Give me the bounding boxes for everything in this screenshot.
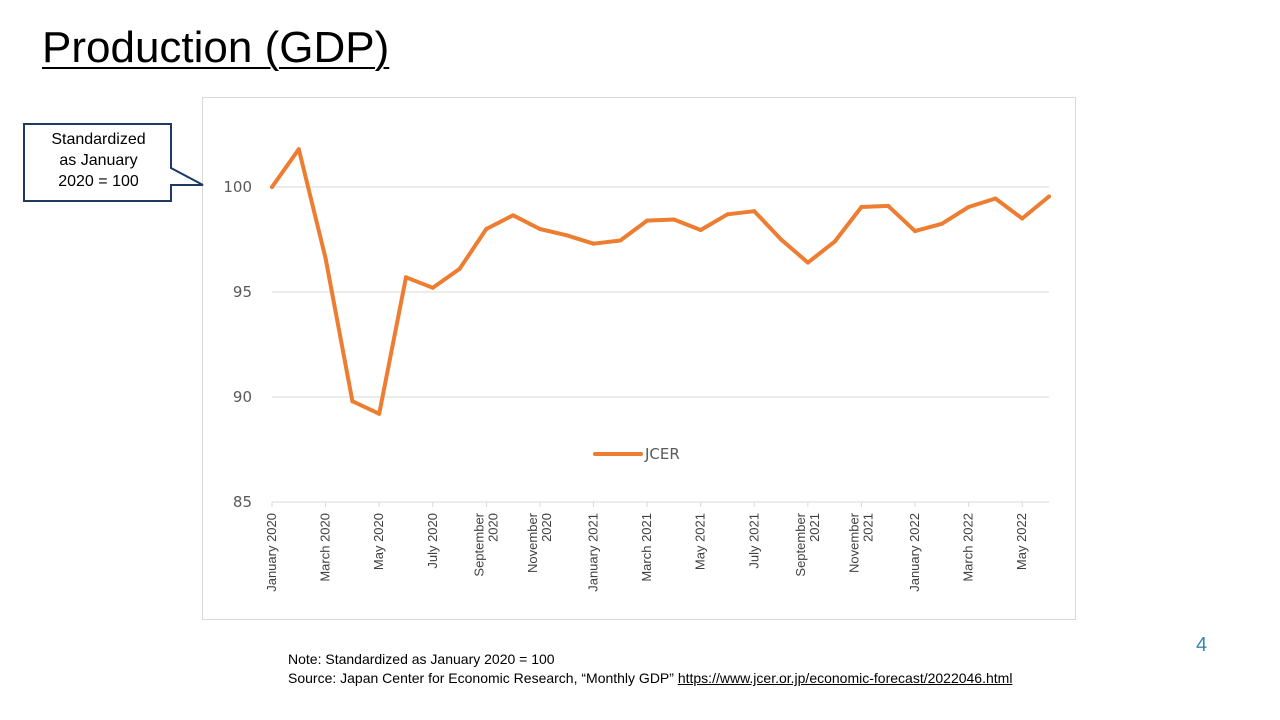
data-point (484, 227, 489, 231)
callout-text: Standardized as January 2020 = 100 (51, 131, 146, 190)
y-tick-label-85: 85 (233, 493, 252, 511)
data-point (377, 411, 382, 416)
notes-block: Note: Standardized as January 2020 = 100… (288, 650, 1012, 688)
y-tick-label-90: 90 (233, 388, 252, 406)
data-point (457, 266, 462, 271)
x-tick-label: January 2020 (264, 513, 279, 592)
data-point (913, 229, 918, 234)
data-point (966, 204, 971, 209)
callout-box (23, 123, 204, 202)
data-point (725, 212, 730, 217)
callout-shape (23, 123, 204, 202)
x-tick-label: March 2020 (318, 513, 333, 582)
data-point (859, 204, 864, 209)
note-text: Note: Standardized as January 2020 = 100 (288, 651, 555, 667)
source-line: Source: Japan Center for Economic Resear… (288, 669, 1012, 688)
page-number: 4 (1196, 634, 1208, 656)
x-tick-label: March 2022 (961, 513, 976, 582)
data-point (1047, 194, 1051, 199)
data-point (1020, 216, 1025, 221)
y-tick-label-100: 100 (223, 178, 252, 196)
data-point (618, 238, 623, 243)
data-point (270, 185, 274, 189)
data-point (350, 399, 355, 404)
data-point (698, 228, 703, 233)
data-point (993, 196, 998, 201)
x-tick-label: November2021 (846, 512, 875, 573)
data-point (564, 233, 569, 238)
x-tick-label: July 2020 (425, 513, 440, 569)
data-point (805, 260, 810, 265)
chart-frame (202, 97, 1076, 620)
x-tick-label: September2020 (471, 512, 500, 576)
source-text: Source: Japan Center for Economic Resear… (288, 670, 678, 686)
x-tick-label: January 2021 (586, 513, 601, 592)
data-point (832, 239, 837, 244)
series-line-jcer (270, 147, 1051, 416)
y-tick-label-95: 95 (233, 283, 252, 301)
data-point (645, 218, 650, 223)
x-tick-label: September2021 (793, 512, 822, 576)
x-tick-label: March 2021 (639, 513, 654, 582)
x-tick-label: May 2021 (693, 513, 708, 570)
data-point (939, 221, 944, 226)
x-tick-label: January 2022 (907, 513, 922, 592)
data-point (403, 275, 408, 280)
slide-title: Production (GDP) (42, 23, 390, 72)
x-tick-label: May 2022 (1014, 513, 1029, 570)
x-tick-label: July 2021 (746, 513, 761, 569)
data-point (537, 227, 542, 231)
data-point (430, 285, 435, 290)
data-point (296, 147, 301, 152)
data-point (671, 217, 676, 222)
source-link[interactable]: https://www.jcer.or.jp/economic-forecast… (677, 670, 1013, 686)
data-point (779, 237, 784, 242)
data-point (591, 241, 596, 246)
data-point (511, 213, 516, 218)
data-point (886, 203, 891, 208)
x-tick-label: November2020 (525, 512, 554, 573)
legend-label-jcer: JCER (644, 445, 680, 463)
data-point (752, 209, 757, 214)
data-point (323, 256, 328, 261)
x-tick-label: May 2020 (371, 513, 386, 570)
